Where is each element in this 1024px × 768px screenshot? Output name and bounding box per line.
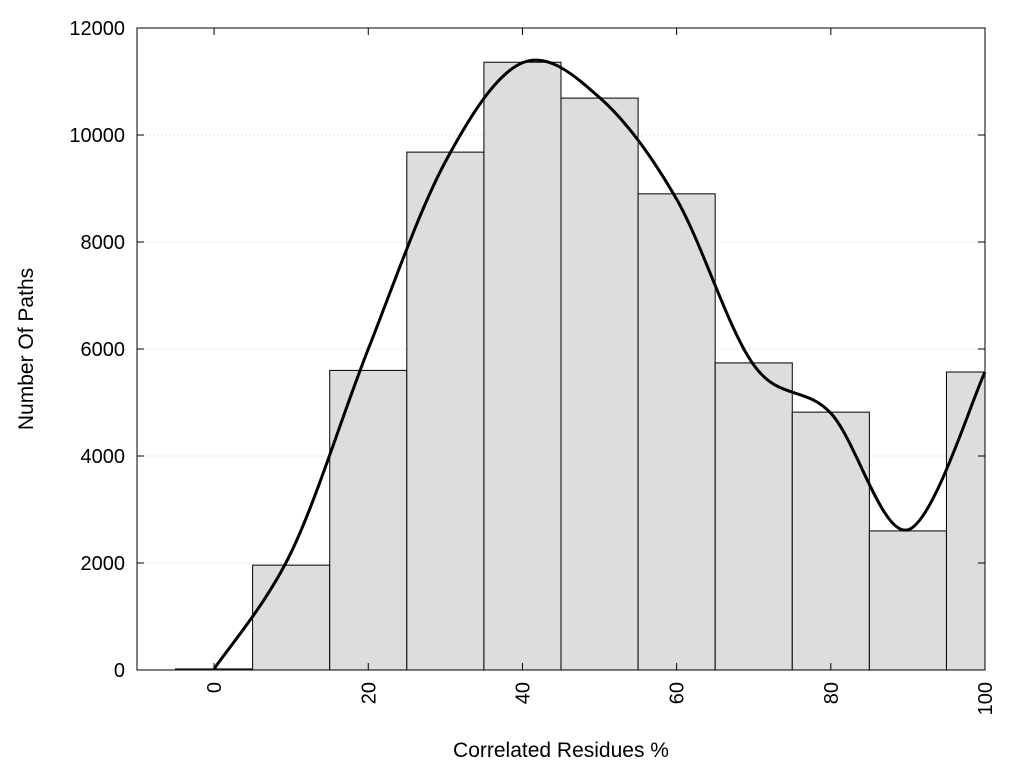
y-tick-label: 0 <box>114 660 125 682</box>
y-tick-label: 8000 <box>81 232 126 254</box>
histogram-bars <box>175 61 986 671</box>
y-tick-label: 6000 <box>81 339 126 361</box>
histogram-bar <box>406 151 485 671</box>
histogram-bar <box>483 61 562 671</box>
histogram-bar <box>329 369 408 671</box>
y-tick-label: 12000 <box>69 18 125 40</box>
x-tick-label: 80 <box>821 682 843 704</box>
y-axis-label: Number Of Paths <box>15 268 38 430</box>
x-tick-label: 100 <box>975 682 997 715</box>
x-tick-label: 20 <box>358 682 380 704</box>
y-tick-label: 10000 <box>69 125 125 147</box>
histogram-bar <box>714 362 793 671</box>
y-tick-label: 4000 <box>81 446 126 468</box>
smooth-curve <box>212 58 987 670</box>
x-axis-label: Correlated Residues % <box>453 739 669 762</box>
y-tick-label: 2000 <box>81 553 126 575</box>
x-tick-label: 40 <box>512 682 534 704</box>
smooth-curve-layer <box>212 58 987 670</box>
histogram-bar <box>560 97 639 671</box>
histogram-bar <box>637 193 716 671</box>
histogram-bar <box>868 530 947 671</box>
x-tick-label: 60 <box>667 682 689 704</box>
histogram-bar <box>791 411 870 671</box>
histogram-bar <box>252 564 331 671</box>
axis-ticks: 0 2000 4000 6000 8000 10000 12000 0 20 40 60 80 100 <box>69 18 997 715</box>
x-tick-label: 0 <box>204 682 226 693</box>
histogram-bar <box>945 371 986 671</box>
